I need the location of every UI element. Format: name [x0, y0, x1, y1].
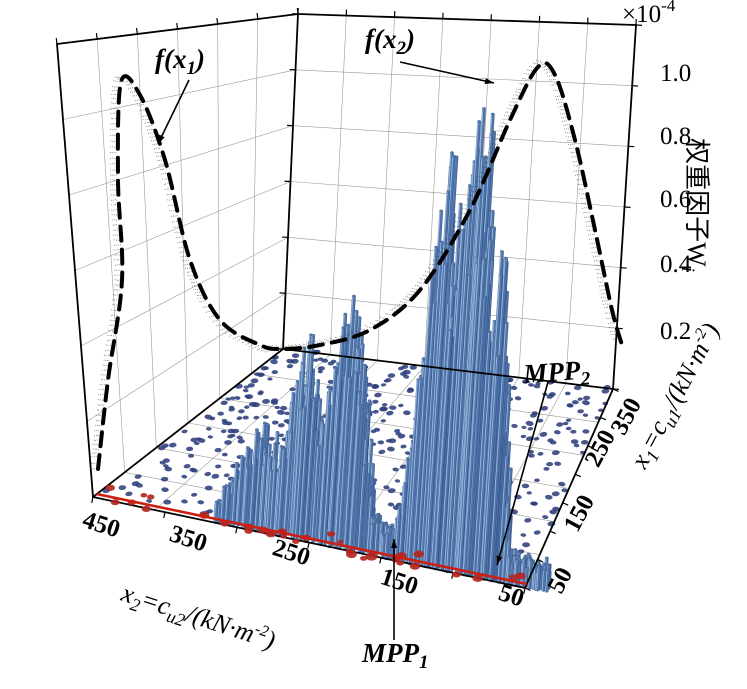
- svg-text:f(x2): f(x2): [365, 24, 415, 59]
- svg-text:f(x1): f(x1): [155, 44, 205, 79]
- svg-text:权重因子Wi: 权重因子Wi: [677, 138, 711, 272]
- svg-text:MPP1: MPP1: [361, 638, 429, 673]
- svg-text:1.0: 1.0: [660, 60, 691, 87]
